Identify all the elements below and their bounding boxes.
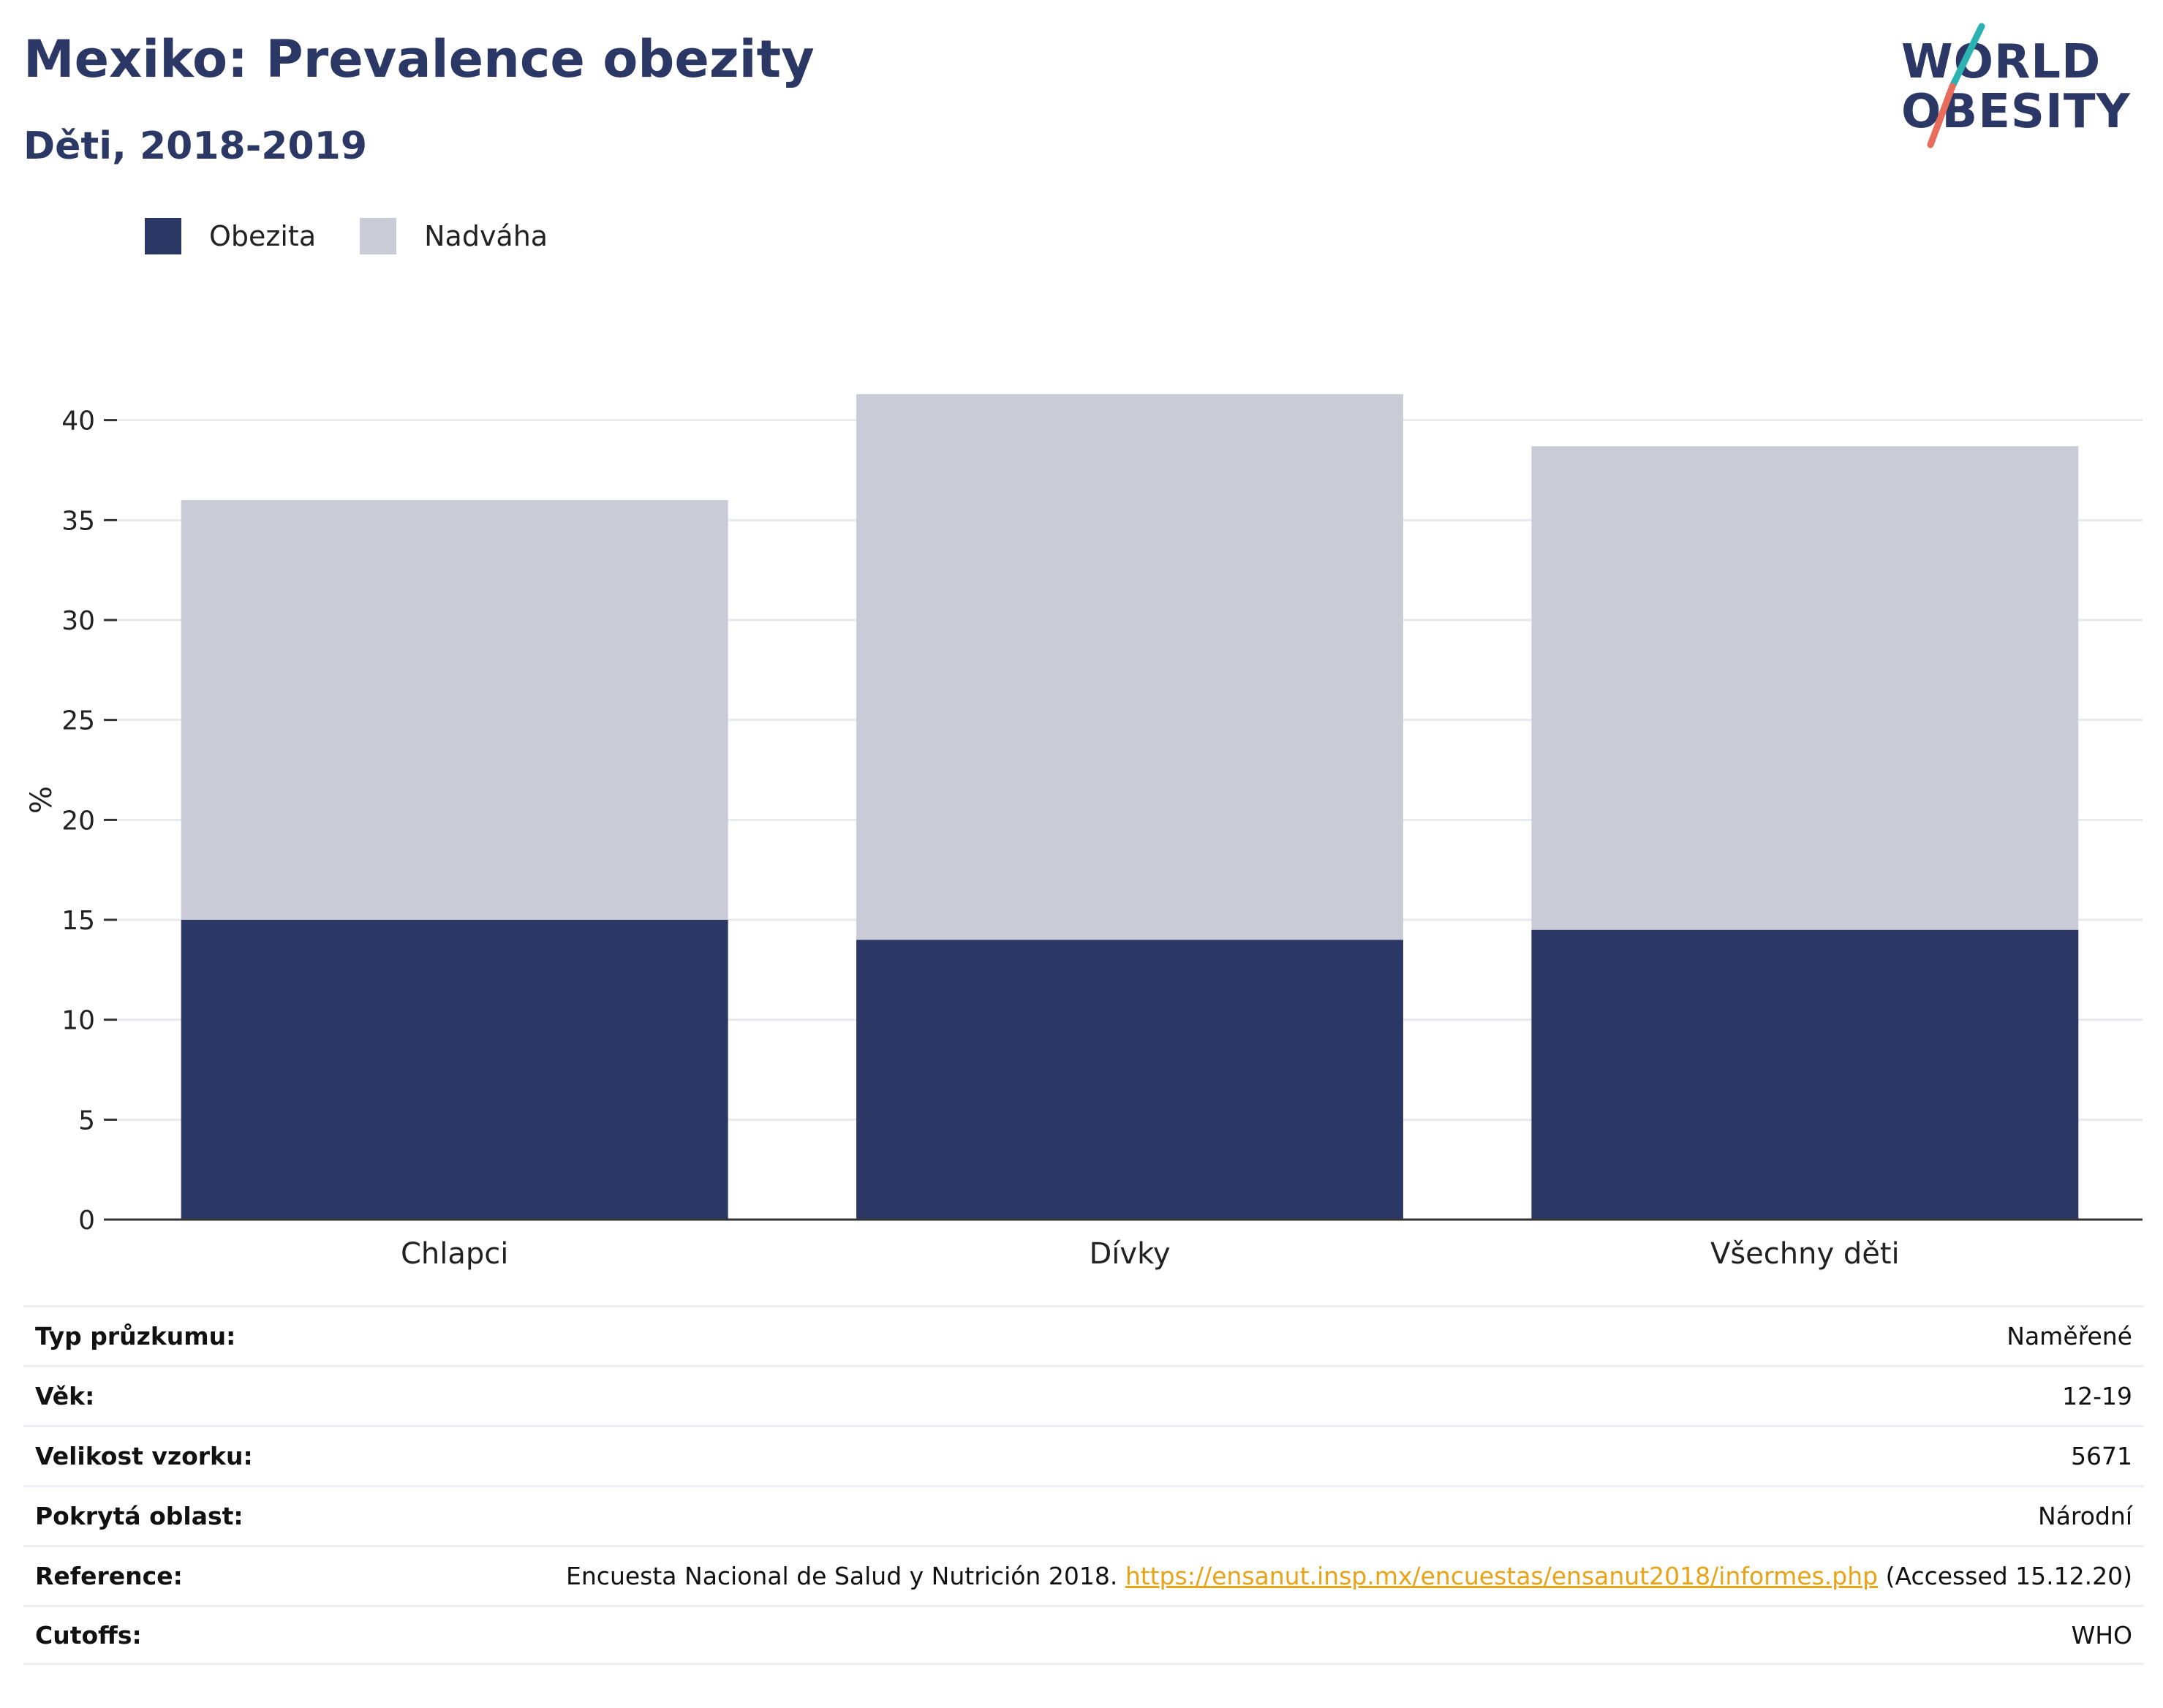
bar-nadvaha xyxy=(1531,446,2079,930)
bar-obezita xyxy=(181,920,728,1220)
y-tick-label: 25 xyxy=(61,706,95,736)
table-row-area: Pokrytá oblast: Národní xyxy=(23,1485,2144,1545)
legend-label-obezita: Obezita xyxy=(209,220,317,252)
x-tick-label: Dívky xyxy=(1090,1237,1171,1271)
logo-slash-icon xyxy=(1927,23,1985,148)
chart-legend: Obezita Nadváha xyxy=(145,216,592,257)
reference-text: Encuesta Nacional de Salud y Nutrición 2… xyxy=(566,1562,1118,1590)
row-value: 5671 xyxy=(2071,1442,2132,1470)
legend-item-obezita: Obezita xyxy=(145,218,316,254)
chart-subtitle: Děti, 2018-2019 xyxy=(23,124,368,168)
row-value: WHO xyxy=(2071,1620,2132,1650)
y-tick-label: 30 xyxy=(61,606,95,636)
row-value: Národní xyxy=(2038,1502,2132,1530)
row-value: Naměřené xyxy=(2007,1322,2132,1350)
table-row-sample-size: Velikost vzorku: 5671 xyxy=(23,1425,2144,1485)
bar-nadvaha xyxy=(181,500,728,920)
table-row-reference: Reference: Encuesta Nacional de Salud y … xyxy=(23,1545,2144,1605)
y-tick-label: 0 xyxy=(78,1206,95,1236)
row-label: Pokrytá oblast: xyxy=(35,1502,244,1530)
y-axis-label: % xyxy=(25,786,58,814)
bar-obezita xyxy=(856,940,1403,1220)
bar-obezita xyxy=(1531,929,2079,1220)
reference-value: Encuesta Nacional de Salud y Nutrición 2… xyxy=(566,1562,2132,1590)
row-label: Velikost vzorku: xyxy=(35,1442,253,1470)
legend-swatch-nadvaha xyxy=(360,218,397,254)
bar-chart: 0 5 10 15 20 25 30 35 40% Chlapci Dívky Všechny dět… xyxy=(25,394,2143,1271)
y-tick-label: 20 xyxy=(61,806,95,836)
legend-label-nadvaha: Nadváha xyxy=(424,220,548,252)
x-tick-label: Chlapci xyxy=(401,1237,508,1271)
y-tick-label: 5 xyxy=(78,1106,95,1135)
chart-title: Mexiko: Prevalence obezity xyxy=(23,29,815,89)
logo-text-world: WORLD xyxy=(1901,35,2102,89)
y-tick-label: 35 xyxy=(61,506,95,536)
x-tick-label: Všechny děti xyxy=(1710,1237,1900,1271)
metadata-table: Typ průzkumu: Naměřené Věk: 12-19 Veliko… xyxy=(23,1305,2144,1665)
y-tick-label: 10 xyxy=(61,1006,95,1036)
row-label: Reference: xyxy=(35,1562,183,1590)
row-label: Cutoffs: xyxy=(35,1620,142,1650)
reference-link[interactable]: https://ensanut.insp.mx/encuestas/ensanu… xyxy=(1125,1562,1879,1590)
row-label: Typ průzkumu: xyxy=(35,1322,236,1350)
y-tick-label: 15 xyxy=(61,906,95,936)
legend-swatch-obezita xyxy=(145,218,181,254)
legend-item-nadvaha: Nadváha xyxy=(360,218,548,254)
table-row-age: Věk: 12-19 xyxy=(23,1365,2144,1425)
y-tick-label: 40 xyxy=(61,407,95,437)
bar-nadvaha xyxy=(856,394,1403,940)
reference-accessed: (Accessed 15.12.20) xyxy=(1885,1562,2132,1590)
row-value: 12-19 xyxy=(2062,1382,2132,1410)
world-obesity-logo: WORLD OBESITY xyxy=(1901,20,2143,152)
row-label: Věk: xyxy=(35,1382,95,1410)
table-row-cutoffs: Cutoffs: WHO xyxy=(23,1605,2144,1665)
table-row-survey-type: Typ průzkumu: Naměřené xyxy=(23,1305,2144,1365)
